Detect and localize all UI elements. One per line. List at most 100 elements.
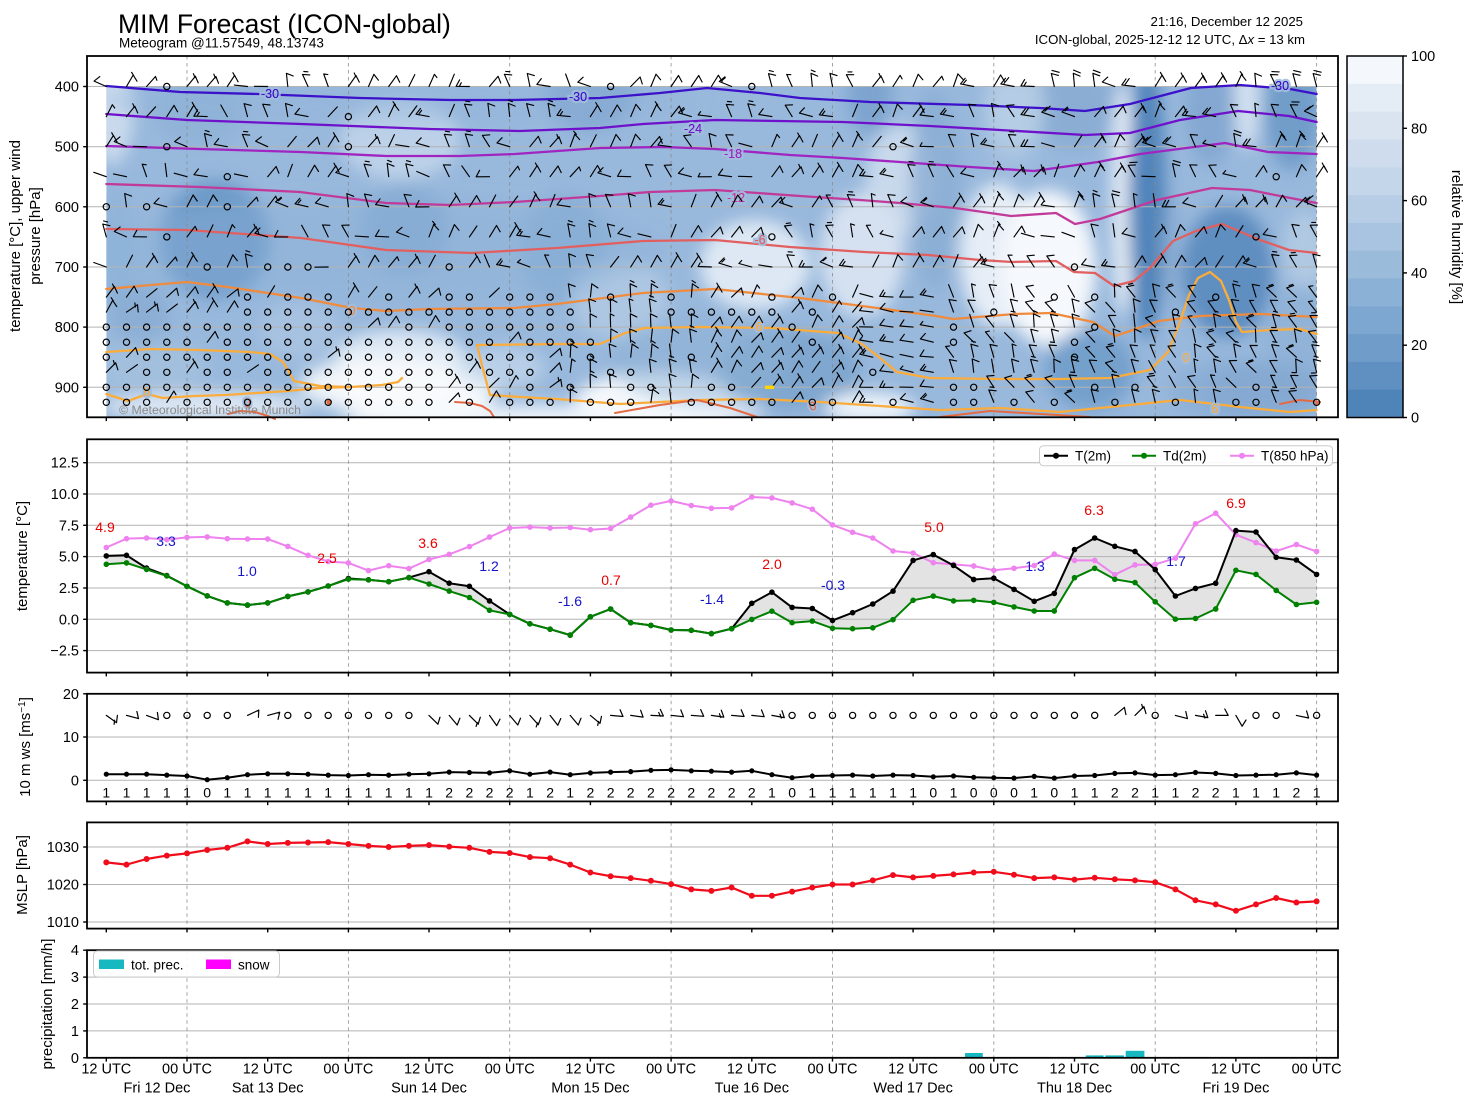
svg-text:6.3: 6.3 — [1084, 502, 1104, 518]
svg-text:6.9: 6.9 — [1226, 495, 1246, 511]
svg-text:1010: 1010 — [47, 915, 79, 931]
svg-text:0.7: 0.7 — [601, 572, 621, 588]
svg-text:0: 0 — [807, 398, 818, 414]
svg-text:600: 600 — [55, 200, 79, 216]
svg-text:100: 100 — [1411, 49, 1435, 65]
svg-text:6: 6 — [756, 320, 763, 334]
svg-text:12.5: 12.5 — [51, 456, 79, 472]
svg-text:1: 1 — [1151, 785, 1159, 801]
svg-text:900: 900 — [55, 380, 79, 396]
svg-text:2.5: 2.5 — [59, 581, 79, 597]
svg-text:1: 1 — [324, 785, 332, 801]
svg-text:temperature [°C]: temperature [°C] — [14, 501, 31, 611]
svg-text:-0.3: -0.3 — [821, 577, 845, 593]
svg-text:T(2m): T(2m) — [1075, 449, 1111, 464]
svg-text:00 UTC: 00 UTC — [646, 1062, 696, 1078]
svg-text:0: 0 — [1183, 351, 1190, 365]
svg-text:0: 0 — [349, 304, 356, 318]
svg-text:12 UTC: 12 UTC — [1050, 1062, 1100, 1078]
svg-text:12 UTC: 12 UTC — [727, 1062, 777, 1078]
svg-text:1.0: 1.0 — [237, 563, 257, 579]
svg-text:2: 2 — [607, 785, 615, 801]
svg-text:1030: 1030 — [47, 840, 79, 856]
svg-text:2: 2 — [647, 785, 655, 801]
svg-text:2: 2 — [627, 785, 635, 801]
svg-text:1: 1 — [284, 785, 292, 801]
svg-text:00 UTC: 00 UTC — [969, 1062, 1019, 1078]
svg-text:1: 1 — [526, 785, 534, 801]
svg-text:Sat 13 Dec: Sat 13 Dec — [232, 1081, 304, 1097]
svg-text:20: 20 — [63, 687, 79, 703]
svg-text:0: 0 — [970, 785, 978, 801]
svg-text:Td(2m): Td(2m) — [1163, 449, 1207, 464]
svg-text:2: 2 — [506, 785, 514, 801]
svg-text:1: 1 — [1030, 785, 1038, 801]
svg-text:800: 800 — [55, 320, 79, 336]
svg-text:2: 2 — [1131, 785, 1139, 801]
svg-text:1: 1 — [183, 785, 191, 801]
svg-text:1: 1 — [71, 1024, 79, 1040]
svg-text:21:16, December 12 2025: 21:16, December 12 2025 — [1151, 14, 1304, 29]
svg-text:1: 1 — [950, 785, 958, 801]
svg-text:-1.4: -1.4 — [700, 591, 724, 607]
svg-text:1: 1 — [102, 785, 110, 801]
svg-text:1: 1 — [889, 785, 897, 801]
svg-text:snow: snow — [238, 958, 270, 973]
svg-text:00 UTC: 00 UTC — [162, 1062, 212, 1078]
svg-text:1020: 1020 — [47, 878, 79, 894]
svg-text:00 UTC: 00 UTC — [485, 1062, 535, 1078]
svg-text:2.5: 2.5 — [317, 550, 337, 566]
svg-text:1: 1 — [909, 785, 917, 801]
svg-text:-24: -24 — [684, 122, 702, 136]
svg-text:10 m ws [ms−1]: 10 m ws [ms−1] — [17, 697, 35, 797]
svg-text:2: 2 — [466, 785, 474, 801]
svg-text:7.5: 7.5 — [59, 518, 79, 534]
svg-text:0: 0 — [788, 785, 796, 801]
svg-text:1: 1 — [123, 785, 131, 801]
svg-text:40: 40 — [1411, 266, 1427, 282]
svg-text:00 UTC: 00 UTC — [323, 1062, 373, 1078]
svg-text:12 UTC: 12 UTC — [888, 1062, 938, 1078]
svg-text:1: 1 — [768, 785, 776, 801]
svg-text:1.2: 1.2 — [479, 558, 499, 574]
svg-text:0: 0 — [929, 785, 937, 801]
svg-text:2: 2 — [587, 785, 595, 801]
svg-text:Thu 18 Dec: Thu 18 Dec — [1037, 1081, 1112, 1097]
svg-text:1: 1 — [1071, 785, 1079, 801]
svg-text:1: 1 — [566, 785, 574, 801]
svg-text:6: 6 — [144, 385, 151, 399]
svg-text:relative humidity [%]: relative humidity [%] — [1448, 170, 1465, 304]
svg-text:500: 500 — [55, 140, 79, 156]
svg-text:0: 0 — [1183, 351, 1190, 365]
svg-text:-30: -30 — [1271, 79, 1289, 93]
svg-text:2: 2 — [546, 785, 554, 801]
svg-text:1: 1 — [1313, 785, 1321, 801]
svg-text:1: 1 — [1252, 785, 1260, 801]
svg-text:1: 1 — [849, 785, 857, 801]
svg-text:0: 0 — [203, 785, 211, 801]
svg-text:Tue 16 Dec: Tue 16 Dec — [715, 1081, 789, 1097]
svg-text:0: 0 — [349, 304, 356, 318]
svg-text:0: 0 — [990, 785, 998, 801]
svg-text:60: 60 — [1411, 194, 1427, 210]
svg-text:1.3: 1.3 — [1025, 558, 1045, 574]
svg-text:5.0: 5.0 — [924, 519, 944, 535]
svg-text:precipitation [mm/h]: precipitation [mm/h] — [39, 939, 56, 1070]
svg-text:Sun 14 Dec: Sun 14 Dec — [391, 1081, 467, 1097]
svg-text:1: 1 — [869, 785, 877, 801]
svg-text:-18: -18 — [724, 147, 742, 161]
svg-text:1: 1 — [143, 785, 151, 801]
svg-text:1: 1 — [345, 785, 353, 801]
svg-text:2: 2 — [687, 785, 695, 801]
svg-text:3: 3 — [71, 970, 79, 986]
svg-text:5.0: 5.0 — [59, 550, 79, 566]
svg-text:-30: -30 — [569, 90, 587, 104]
svg-text:1: 1 — [1172, 785, 1180, 801]
svg-text:1: 1 — [304, 785, 312, 801]
svg-text:2: 2 — [71, 997, 79, 1013]
svg-text:10: 10 — [63, 730, 79, 746]
svg-text:0: 0 — [1411, 411, 1419, 427]
svg-text:1: 1 — [808, 785, 816, 801]
svg-text:Meteogram @11.57549, 48.13743: Meteogram @11.57549, 48.13743 — [119, 36, 324, 51]
svg-text:2: 2 — [748, 785, 756, 801]
